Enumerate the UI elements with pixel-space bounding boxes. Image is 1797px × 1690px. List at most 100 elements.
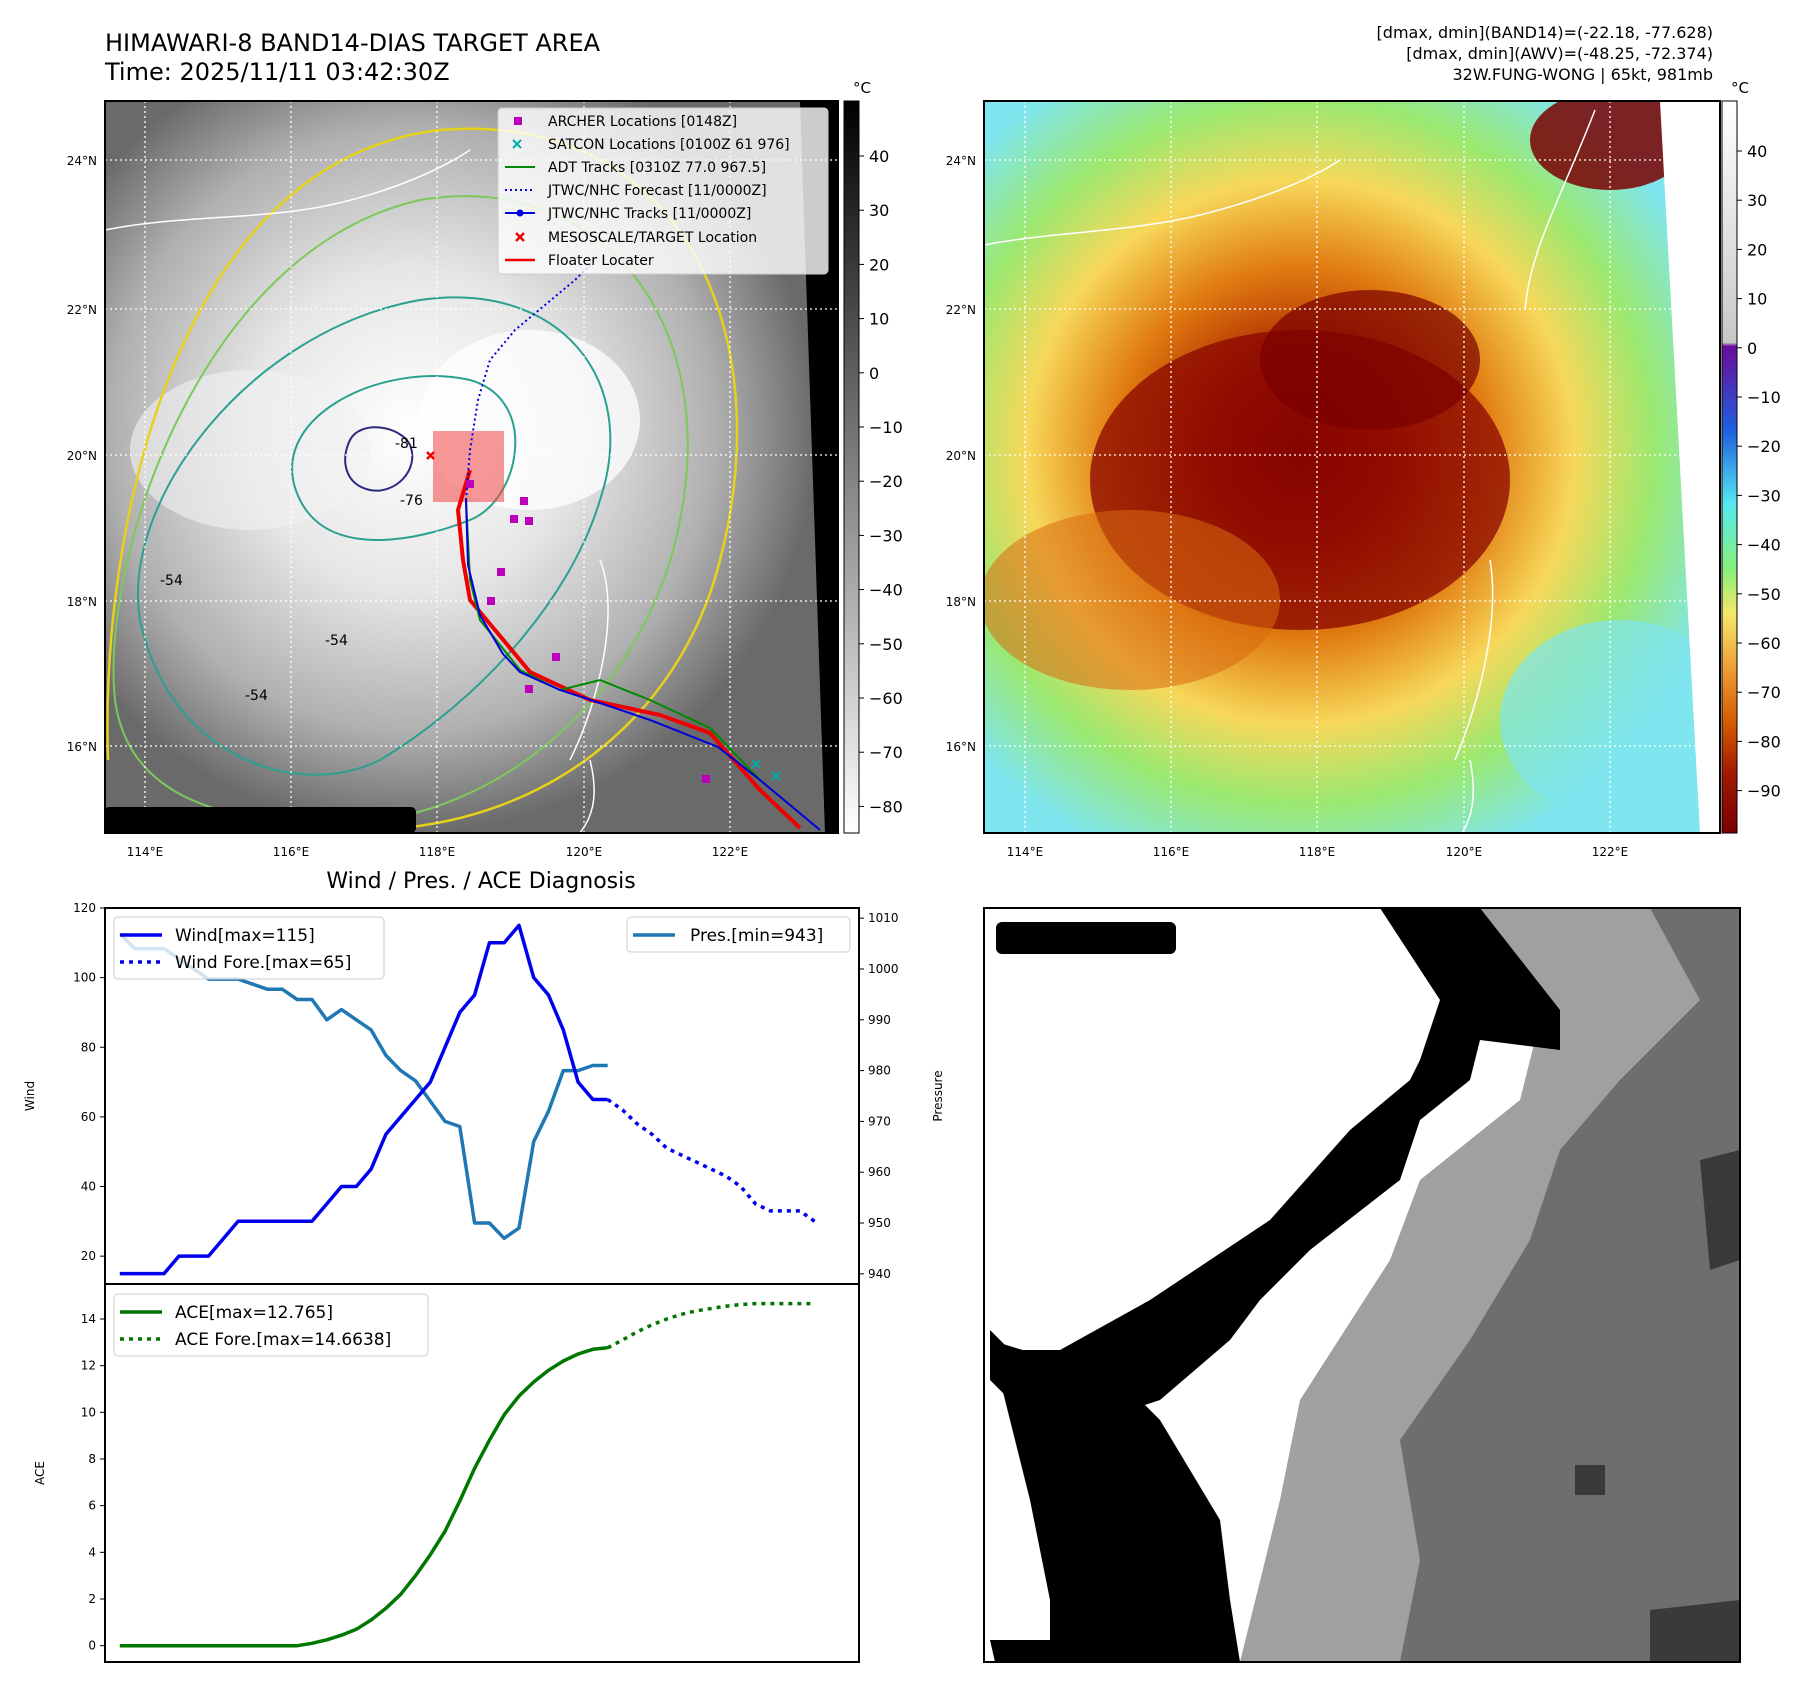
stats-band14: [dmax, dmin](BAND14)=(-22.18, -77.628) (1377, 23, 1713, 42)
contour-teal-2 (137, 296, 612, 776)
target-marker (426, 451, 435, 460)
legend-pressure: Pres.[min=943] (690, 926, 823, 946)
jtwc-track (465, 499, 821, 831)
wmg-count-badge (996, 922, 1176, 954)
col-lat-label: 16°N (946, 740, 976, 754)
ace-legend (113, 1293, 429, 1357)
color-map: 24°N 22°N 20°N 18°N 16°N 114°E 116°E 118… (946, 79, 1781, 859)
ir-colorbar-label: −60 (869, 689, 903, 708)
contour-label-5: -54 (245, 688, 268, 704)
ir-colorbar-label: −10 (869, 418, 903, 437)
col-lon-label: 116°E (1153, 845, 1190, 859)
satcon-marker (751, 759, 761, 769)
contour-label-3: -54 (160, 573, 183, 589)
ace-tick-label: 2 (88, 1592, 96, 1606)
legend-ace: ACE[max=12.765] (175, 1303, 333, 1323)
col-colorbar-label: 40 (1747, 142, 1767, 161)
ir-lat-label: 24°N (67, 154, 97, 168)
contour-81 (344, 426, 414, 492)
archer-marker (510, 515, 518, 523)
wind-axis-label: Wind (23, 1081, 37, 1111)
col-colorbar-label: −90 (1747, 782, 1781, 801)
contour-teal-1 (291, 375, 517, 541)
ir-lon-label: 116°E (273, 845, 310, 859)
archer-marker (552, 653, 560, 661)
wind-line (119, 923, 608, 1276)
legend-archer: ARCHER Locations [0148Z] (548, 114, 737, 130)
ir-edge-mask (800, 101, 838, 833)
coastline-luzon (569, 559, 609, 833)
pressure-tick-label: 940 (868, 1267, 891, 1281)
ace-axis-ticks: 0 2 4 6 8 10 12 14 (81, 1312, 105, 1653)
ir-colorbar-label: −70 (869, 743, 903, 762)
ir-colorbar-ticks: 40 30 20 10 0 −10 −20 −30 −40 −50 −60 −70 −80 (859, 147, 903, 816)
ir-lon-label: 122°E (712, 845, 749, 859)
legend-tracks: JTWC/NHC Tracks [11/0000Z] (547, 206, 751, 222)
pressure-axis-label: Pressure (931, 1070, 945, 1121)
col-colorbar-label: −70 (1747, 683, 1781, 702)
archer-marker (466, 480, 474, 488)
ir-colorbar-label: −30 (869, 526, 903, 545)
wmg-count-label: WMG Count: 0 (1010, 927, 1163, 949)
col-colorbar-label: 10 (1747, 290, 1767, 309)
ace-tick-label: 10 (81, 1405, 96, 1419)
col-lon-label: 122°E (1592, 845, 1629, 859)
archer-marker (497, 568, 505, 576)
legend-satcon-icon (512, 139, 522, 149)
diagnosis-chart: Wind / Pres. / ACE Diagnosis 20406080100… (23, 869, 945, 1663)
legend-wind: Wind[max=115] (175, 926, 315, 946)
wind-tick-label: 60 (81, 1110, 96, 1124)
ace-tick-label: 6 (88, 1499, 96, 1513)
wmg-frame (983, 907, 1741, 1663)
ir-map-frame (104, 100, 839, 834)
color-edge-mask (1660, 101, 1720, 833)
col-lat-label: 22°N (946, 303, 976, 317)
legend-floater: Floater Locater (548, 253, 654, 269)
col-lon-label: 118°E (1299, 845, 1336, 859)
col-lat-label: 24°N (946, 154, 976, 168)
ace-tick-label: 12 (81, 1359, 96, 1373)
wmg-black-block (990, 1340, 1240, 1662)
col-lat-label: 18°N (946, 595, 976, 609)
legend-satcon: SATCON Locations [0100Z 61 976] (548, 137, 790, 153)
archer-marker (520, 497, 528, 505)
pressure-tick-label: 990 (868, 1013, 891, 1027)
ir-lat-label: 22°N (67, 303, 97, 317)
legend-adt: ADT Tracks [0310Z 77.0 967.5] (548, 160, 766, 176)
pressure-tick-label: 970 (868, 1114, 891, 1128)
ir-colorbar-label: 30 (869, 201, 889, 220)
ir-colorbar-label: 20 (869, 255, 889, 274)
ir-lat-label: 18°N (67, 595, 97, 609)
col-colorbar-label: 20 (1747, 240, 1767, 259)
ace-tick-label: 8 (88, 1452, 96, 1466)
wmg-mid-gray (1400, 908, 1740, 1662)
satcon-marker (771, 771, 781, 781)
ir-colorbar-label: 40 (869, 147, 889, 166)
ir-colorbar-label: −50 (869, 635, 903, 654)
contour-label-4: -54 (325, 633, 348, 649)
ir-colorbar-label: 10 (869, 310, 889, 329)
legend-wind-fore: Wind Fore.[max=65] (175, 953, 351, 973)
wind-legend (113, 916, 385, 980)
ace-line (119, 1346, 608, 1648)
ir-lat-label: 16°N (67, 740, 97, 754)
ace-tick-label: 0 (88, 1639, 96, 1653)
contour-label-1: -81 (395, 436, 418, 452)
col-lon-label: 120°E (1446, 845, 1483, 859)
ir-lon-label: 114°E (127, 845, 164, 859)
legend-target-icon (515, 232, 525, 242)
stats-awv: [dmax, dmin](AWV)=(-48.25, -72.374) (1406, 44, 1713, 63)
wmg-panel: WMG Count: 0 (983, 907, 1741, 1663)
ir-colorbar-unit: °C (853, 79, 871, 97)
col-colorbar-unit: °C (1731, 79, 1749, 97)
pressure-tick-label: 960 (868, 1165, 891, 1179)
ir-colorbar-label: −40 (869, 581, 903, 600)
legend-forecast: JTWC/NHC Forecast [11/0000Z] (547, 183, 767, 199)
legend-target: MESOSCALE/TARGET Location (548, 230, 757, 246)
ir-colorbar (843, 100, 860, 834)
ir-lon-label: 118°E (419, 845, 456, 859)
col-colorbar-label: −80 (1747, 732, 1781, 751)
pressure-axis-ticks: 940 950 960 970 980 990 1000 1010 (859, 911, 899, 1281)
wind-forecast-line (606, 1098, 816, 1223)
